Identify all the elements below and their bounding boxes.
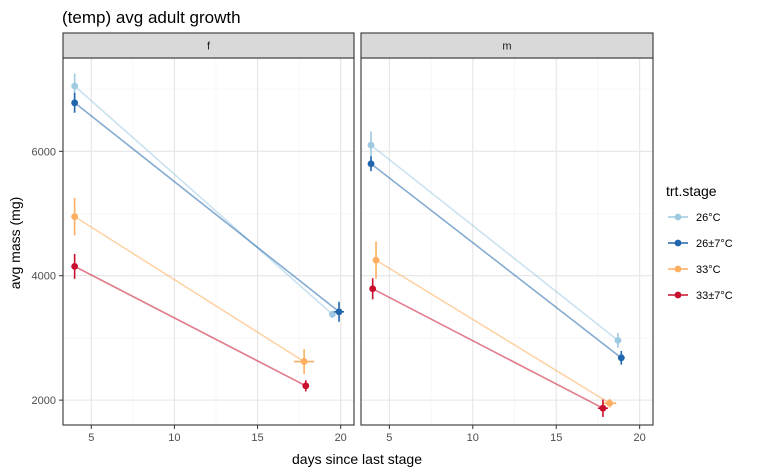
data-point bbox=[606, 399, 614, 407]
y-axis-ticks: 2000 4000 6000 bbox=[32, 146, 63, 407]
legend-key-point bbox=[674, 265, 682, 273]
legend-label: 33±7°C bbox=[696, 290, 733, 302]
series-line bbox=[74, 265, 307, 387]
series-line bbox=[74, 102, 340, 313]
y-axis-title: avg mass (mg) bbox=[7, 197, 23, 290]
legend-title: trt.stage bbox=[666, 183, 717, 199]
facet-strip bbox=[360, 32, 654, 59]
series-line bbox=[370, 144, 619, 342]
x-tick-label: 20 bbox=[634, 432, 646, 444]
data-point bbox=[367, 160, 375, 168]
data-point bbox=[71, 213, 79, 221]
panel-background bbox=[361, 58, 653, 425]
data-point bbox=[302, 382, 310, 390]
data-point bbox=[614, 337, 622, 344]
panel-background bbox=[63, 58, 354, 425]
data-point bbox=[71, 82, 79, 90]
legend-key-point bbox=[674, 239, 682, 247]
x-tick-label: 15 bbox=[251, 432, 263, 444]
x-tick-label: 15 bbox=[550, 432, 562, 444]
data-point bbox=[71, 99, 79, 107]
series-line bbox=[375, 259, 611, 404]
data-point bbox=[372, 256, 380, 264]
y-tick-label: 2000 bbox=[32, 395, 56, 407]
data-point bbox=[369, 285, 377, 293]
data-point bbox=[300, 358, 308, 365]
y-tick-label: 4000 bbox=[32, 271, 56, 283]
legend-label: 33°C bbox=[696, 264, 721, 276]
data-point bbox=[599, 404, 607, 412]
legend-key-point bbox=[674, 291, 682, 299]
data-point bbox=[71, 262, 79, 270]
x-tick-label: 5 bbox=[386, 432, 392, 444]
facet-panel-f: f bbox=[62, 32, 355, 426]
data-point bbox=[617, 354, 625, 362]
chart-title: (temp) avg adult growth bbox=[62, 8, 241, 27]
data-point bbox=[335, 308, 343, 316]
legend-label: 26°C bbox=[696, 212, 721, 224]
x-axis-ticks-f: 5 10 15 20 bbox=[88, 425, 347, 444]
series-line bbox=[74, 215, 305, 363]
data-point bbox=[367, 141, 375, 149]
legend-key-point bbox=[674, 213, 682, 221]
x-tick-label: 10 bbox=[168, 432, 180, 444]
x-tick-label: 20 bbox=[335, 432, 347, 444]
x-tick-label: 10 bbox=[467, 432, 479, 444]
legend: trt.stage 26°C 26±7°C 33°C 33±7°C bbox=[666, 183, 733, 302]
x-axis-title: days since last stage bbox=[292, 451, 422, 467]
series-line bbox=[372, 288, 604, 409]
x-tick-label: 5 bbox=[88, 432, 94, 444]
facet-strip-label: m bbox=[502, 41, 511, 53]
x-axis-ticks-m: 5 10 15 20 bbox=[386, 425, 646, 444]
y-tick-label: 6000 bbox=[32, 146, 56, 158]
facet-strip bbox=[62, 32, 355, 59]
facet-strip-label: f bbox=[207, 41, 211, 53]
series-line bbox=[370, 163, 622, 359]
legend-label: 26±7°C bbox=[696, 238, 733, 250]
series-line bbox=[74, 85, 333, 315]
facet-panel-m: m bbox=[360, 32, 654, 426]
